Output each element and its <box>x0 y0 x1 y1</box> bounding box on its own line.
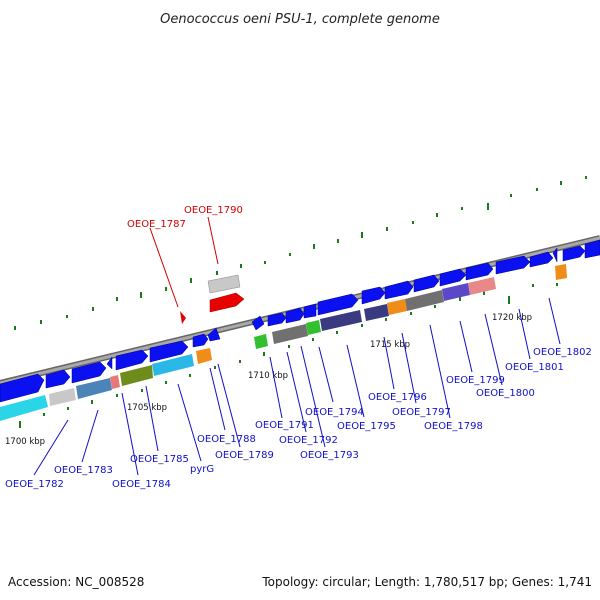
gene-arrow <box>251 315 265 331</box>
gene-arrow <box>149 340 189 363</box>
gene-label-oeoe-1791[interactable]: OEOE_1791 <box>255 420 314 431</box>
gene-arrow <box>45 369 71 389</box>
cog-category-bars <box>0 264 567 421</box>
gene-label-oeoe-1784[interactable]: OEOE_1784 <box>112 479 171 490</box>
gene-label-oeoe-1790[interactable]: OEOE_1790 <box>184 205 243 216</box>
gene-arrow <box>384 280 414 300</box>
cog-bar <box>306 320 321 335</box>
gene-label-oeoe-1799[interactable]: OEOE_1799 <box>446 375 505 386</box>
cog-bar <box>0 395 48 421</box>
scale-label-1720: 1720 kbp <box>492 313 532 323</box>
gene-arrow <box>115 349 149 371</box>
cog-bar <box>320 310 362 331</box>
gene-label-oeoe-1782[interactable]: OEOE_1782 <box>5 479 64 490</box>
gene-label-oeoe-1783[interactable]: OEOE_1783 <box>54 465 113 476</box>
gene-arrow <box>584 239 600 259</box>
scale-label-1715: 1715 kbp <box>370 340 410 350</box>
gene-label-oeoe-1787[interactable]: OEOE_1787 <box>127 219 186 230</box>
gene-label-oeoe-1801[interactable]: OEOE_1801 <box>505 362 564 373</box>
highlighted-genes <box>180 274 245 324</box>
gene-label-oeoe-1789[interactable]: OEOE_1789 <box>215 450 274 461</box>
gene-label-oeoe-1797[interactable]: OEOE_1797 <box>392 407 451 418</box>
genome-summary-text: Topology: circular; Length: 1,780,517 bp… <box>261 575 592 589</box>
scale-label-1700: 1700 kbp <box>5 437 45 447</box>
gene-labels: OEOE_1782 OEOE_1783 OEOE_1784 OEOE_1785 … <box>5 205 592 490</box>
gene-arrow <box>361 286 386 305</box>
gc-skew-ticks <box>14 176 587 428</box>
gene-arrow <box>106 356 113 370</box>
gene-label-pyrg[interactable]: pyrG <box>190 464 214 475</box>
gene-label-oeoe-1802[interactable]: OEOE_1802 <box>533 347 592 358</box>
cog-bar <box>152 354 194 376</box>
gene-label-leaders <box>33 216 561 476</box>
gene-label-oeoe-1792[interactable]: OEOE_1792 <box>279 435 338 446</box>
cog-bar <box>468 277 496 295</box>
gene-arrow <box>562 245 586 262</box>
gene-arrow-oeoe-1790-red <box>209 292 245 313</box>
accession-text: Accession: NC_008528 <box>8 575 144 589</box>
cog-bar <box>120 365 153 386</box>
gene-arrow-oeoe-1787 <box>180 311 186 324</box>
map-title: Oenococcus oeni PSU-1, complete genome <box>160 12 440 27</box>
gene-label-oeoe-1788[interactable]: OEOE_1788 <box>197 434 256 445</box>
gene-arrow <box>192 333 209 348</box>
cog-bar <box>405 290 444 311</box>
scale-labels: 1700 kbp 1705 kbp 1710 kbp 1715 kbp 1720… <box>5 313 532 447</box>
cog-bar <box>555 264 567 280</box>
cog-bar <box>110 375 120 389</box>
cog-bar <box>254 334 268 349</box>
gene-label-oeoe-1796[interactable]: OEOE_1796 <box>368 392 427 403</box>
cog-bar <box>196 348 212 364</box>
gene-label-oeoe-1795[interactable]: OEOE_1795 <box>337 421 396 432</box>
cog-bar <box>272 324 308 344</box>
gene-arrow <box>71 361 107 384</box>
gene-arrow <box>0 373 45 403</box>
gene-arrow-oeoe-1790 <box>207 274 241 294</box>
gene-arrow <box>465 262 494 281</box>
gene-label-oeoe-1785[interactable]: OEOE_1785 <box>130 454 189 465</box>
cog-bar <box>442 283 470 301</box>
cog-bar <box>49 388 76 406</box>
gene-arrow <box>267 312 287 327</box>
scale-label-1710: 1710 kbp <box>248 371 288 381</box>
gene-arrow <box>495 255 531 275</box>
gene-arrow <box>285 307 305 324</box>
scale-label-1705: 1705 kbp <box>127 403 167 413</box>
cog-bar <box>364 304 389 321</box>
gene-arrow <box>303 303 317 319</box>
gene-label-oeoe-1793[interactable]: OEOE_1793 <box>300 450 359 461</box>
gene-arrow <box>529 251 554 268</box>
cog-bar <box>387 299 407 315</box>
gene-arrow <box>439 268 467 287</box>
gene-label-oeoe-1800[interactable]: OEOE_1800 <box>476 388 535 399</box>
forward-strand-genes <box>0 239 600 403</box>
gene-arrow <box>207 327 221 342</box>
cog-bar <box>76 378 112 399</box>
gene-label-oeoe-1798[interactable]: OEOE_1798 <box>424 421 483 432</box>
gene-arrow <box>413 274 440 293</box>
gene-arrow <box>317 293 359 316</box>
gene-arrow <box>552 247 558 263</box>
gene-label-oeoe-1794[interactable]: OEOE_1794 <box>305 407 364 418</box>
